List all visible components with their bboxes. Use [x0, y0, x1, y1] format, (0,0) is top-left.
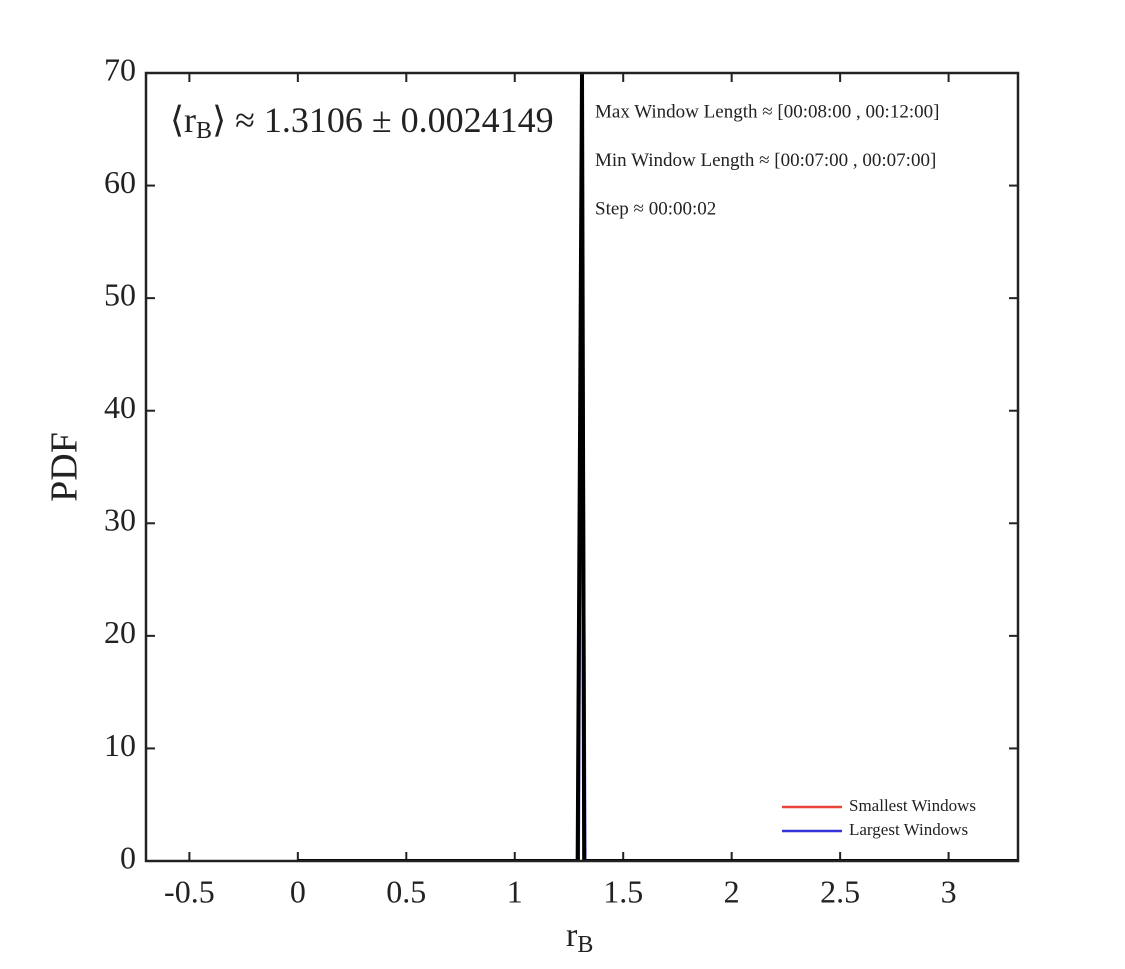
annotation-part: ⟩ ≈ 1.3106 ± 0.0024149 [212, 100, 554, 140]
y-tick-label: 60 [104, 164, 136, 200]
x-label-sub: B [577, 932, 593, 958]
info-text: Step ≈ 00:00:02 [595, 198, 716, 219]
y-tick-label: 0 [120, 839, 136, 875]
x-tick-label: 1.5 [603, 873, 643, 909]
x-tick-label: 2 [724, 873, 740, 909]
annotation-part: B [196, 118, 212, 144]
x-tick-label: 0.5 [386, 873, 426, 909]
annotation-part: ⟨r [170, 100, 196, 140]
legend-label: Largest Windows [849, 820, 968, 839]
x-tick-label: 3 [941, 873, 957, 909]
x-tick-label: 1 [507, 873, 523, 909]
x-label-main: r [566, 917, 578, 954]
y-tick-label: 30 [104, 502, 136, 538]
plot-frame [144, 71, 1020, 863]
info-text: Max Window Length ≈ [00:08:00 , 00:12:00… [595, 101, 939, 122]
y-tick-label: 10 [104, 727, 136, 763]
y-tick-label: 20 [104, 614, 136, 650]
x-tick-label: -0.5 [164, 873, 215, 909]
y-tick-label: 70 [104, 51, 136, 87]
x-tick-label: 2.5 [820, 873, 860, 909]
y-tick-label: 40 [104, 389, 136, 425]
y-tick-label: 50 [104, 276, 136, 312]
info-text: Min Window Length ≈ [00:07:00 , 00:07:00… [595, 150, 936, 171]
x-tick-label: 0 [290, 873, 306, 909]
x-axis-label: rB [566, 917, 593, 958]
annotation: ⟨rB⟩ ≈ 1.3106 ± 0.0024149 [170, 100, 554, 143]
legend-label: Smallest Windows [849, 796, 976, 815]
y-axis-label: PDF [44, 432, 86, 502]
